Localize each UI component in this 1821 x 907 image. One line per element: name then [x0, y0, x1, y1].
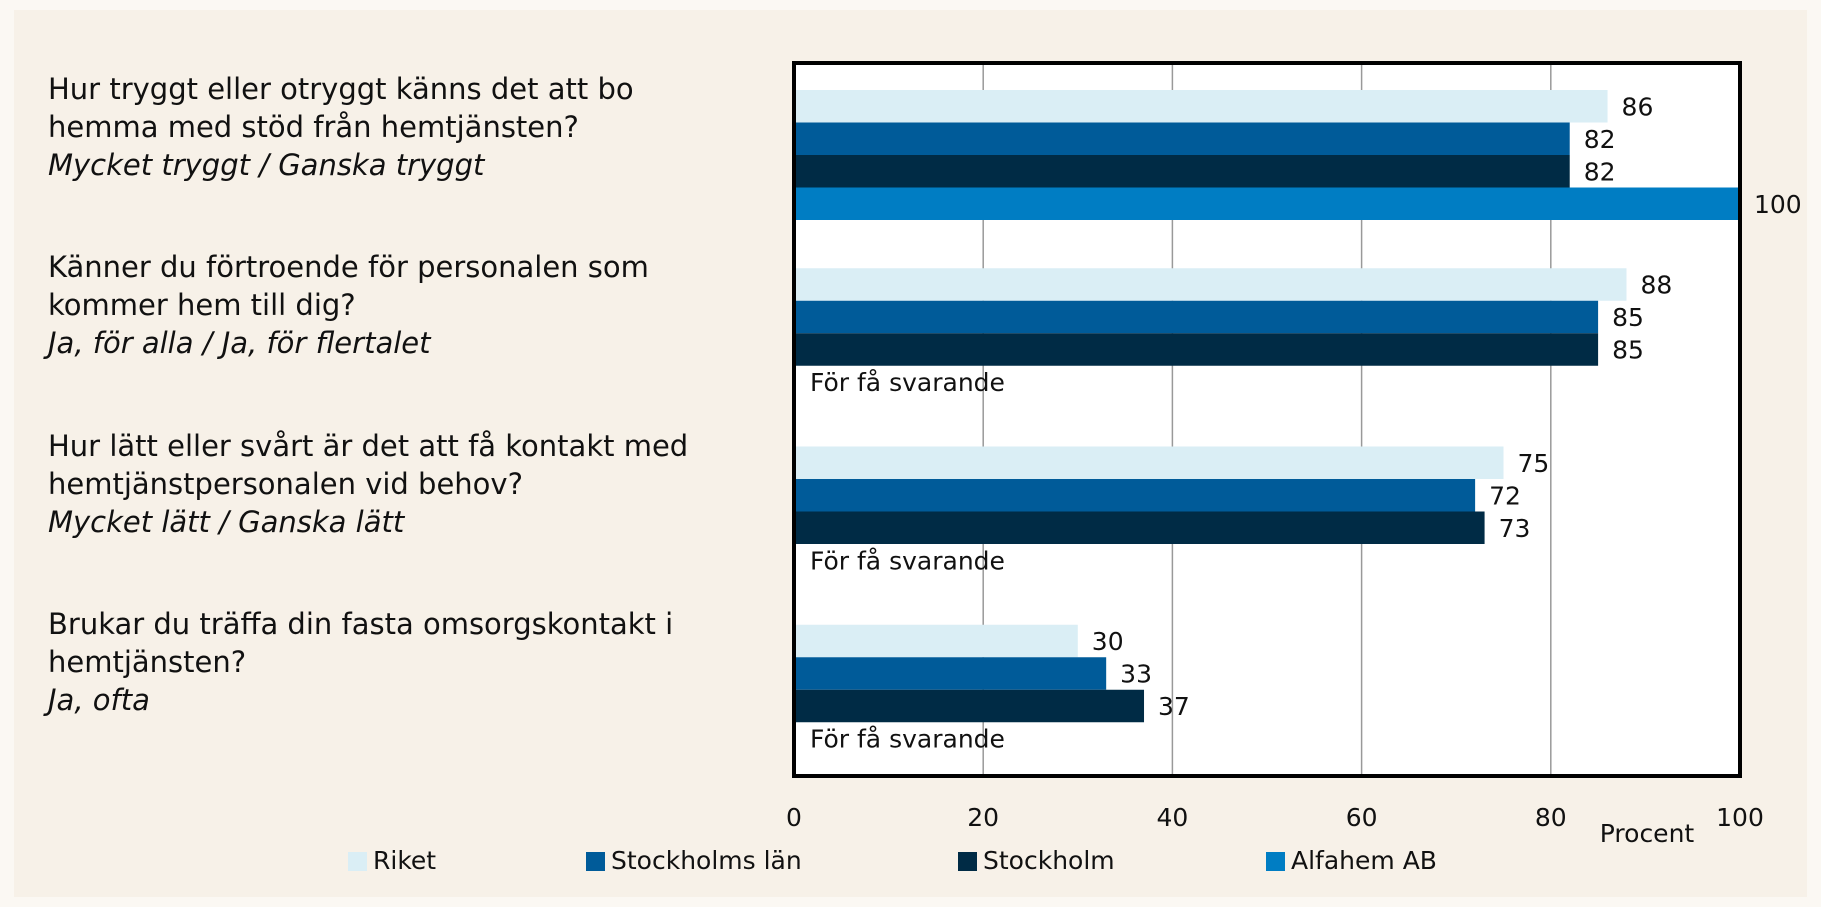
- value-label: 73: [1499, 514, 1531, 543]
- category-label: Känner du förtroende för personalen som …: [48, 248, 718, 362]
- legend-label: Stockholms län: [611, 846, 802, 875]
- value-label: 85: [1612, 336, 1644, 365]
- x-tick-label: 60: [1346, 803, 1378, 832]
- bar: [794, 155, 1570, 188]
- question: Hur lätt eller svårt är det att få konta…: [48, 428, 689, 501]
- legend-swatch: [958, 852, 977, 871]
- bar: [794, 268, 1627, 301]
- question: Brukar du träffa din fasta omsorgskontak…: [48, 606, 674, 679]
- bar: [794, 333, 1599, 366]
- bar: [794, 657, 1107, 690]
- x-tick-label: 0: [786, 803, 802, 832]
- legend-swatch: [1266, 852, 1285, 871]
- bar: [794, 90, 1608, 123]
- answer: Ja, för alla / Ja, för flertalet: [48, 326, 431, 361]
- bar: [794, 479, 1476, 512]
- x-tick-label: 100: [1716, 803, 1764, 832]
- question: Hur tryggt eller otryggt känns det att b…: [48, 72, 634, 144]
- value-label: 72: [1489, 481, 1521, 510]
- value-label: För få svarande: [810, 546, 1005, 575]
- value-label: 100: [1754, 190, 1802, 219]
- value-label: 82: [1584, 125, 1616, 154]
- category-label: Hur lätt eller svårt är det att få konta…: [48, 427, 718, 541]
- question: Känner du förtroende för personalen som …: [48, 250, 649, 323]
- value-label: 37: [1158, 692, 1190, 721]
- legend-swatch: [348, 852, 367, 871]
- value-label: 30: [1092, 627, 1124, 656]
- bar: [794, 446, 1504, 479]
- bar: [794, 122, 1570, 155]
- bar: [794, 187, 1740, 220]
- x-tick-label: 80: [1535, 803, 1567, 832]
- bar: [794, 624, 1078, 658]
- x-tick-label: 40: [1156, 803, 1188, 832]
- answer: Mycket tryggt / Ganska tryggt: [48, 148, 485, 182]
- value-label: 33: [1120, 660, 1152, 689]
- legend-label: Riket: [373, 846, 436, 875]
- category-label: Hur tryggt eller otryggt känns det att b…: [48, 70, 718, 184]
- bar: [794, 511, 1485, 544]
- value-label: 85: [1612, 303, 1644, 332]
- value-label: 75: [1518, 449, 1550, 478]
- legend-label: Alfahem AB: [1291, 846, 1437, 875]
- value-label: 86: [1622, 92, 1654, 121]
- legend-label: Stockholm: [983, 846, 1115, 875]
- bar: [794, 689, 1145, 723]
- legend-swatch: [586, 852, 605, 871]
- bar: [794, 300, 1599, 334]
- value-label: För få svarande: [810, 368, 1005, 397]
- x-tick-label: 20: [967, 803, 999, 832]
- x-axis-label: Procent: [1600, 819, 1695, 848]
- value-label: 82: [1584, 157, 1616, 186]
- category-label: Brukar du träffa din fasta omsorgskontak…: [48, 605, 718, 719]
- value-label: 88: [1640, 271, 1672, 300]
- plot-frame: [792, 61, 1742, 778]
- value-label: För få svarande: [810, 725, 1005, 754]
- answer: Mycket lätt / Ganska lätt: [48, 504, 405, 539]
- answer: Ja, ofta: [48, 682, 150, 717]
